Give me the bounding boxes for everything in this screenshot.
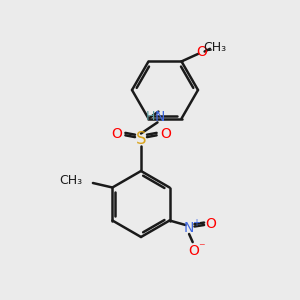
Text: O: O xyxy=(188,244,199,258)
Text: O: O xyxy=(205,217,216,231)
Text: ⁻: ⁻ xyxy=(198,241,204,254)
Text: N: N xyxy=(154,110,165,124)
Text: CH₃: CH₃ xyxy=(203,41,226,54)
Text: O: O xyxy=(160,127,171,140)
Text: S: S xyxy=(136,130,146,148)
Text: O: O xyxy=(196,45,207,59)
Text: O: O xyxy=(111,127,122,140)
Text: CH₃: CH₃ xyxy=(59,174,83,187)
Text: N: N xyxy=(184,221,194,235)
Text: H: H xyxy=(146,110,155,123)
Text: +: + xyxy=(192,218,200,228)
